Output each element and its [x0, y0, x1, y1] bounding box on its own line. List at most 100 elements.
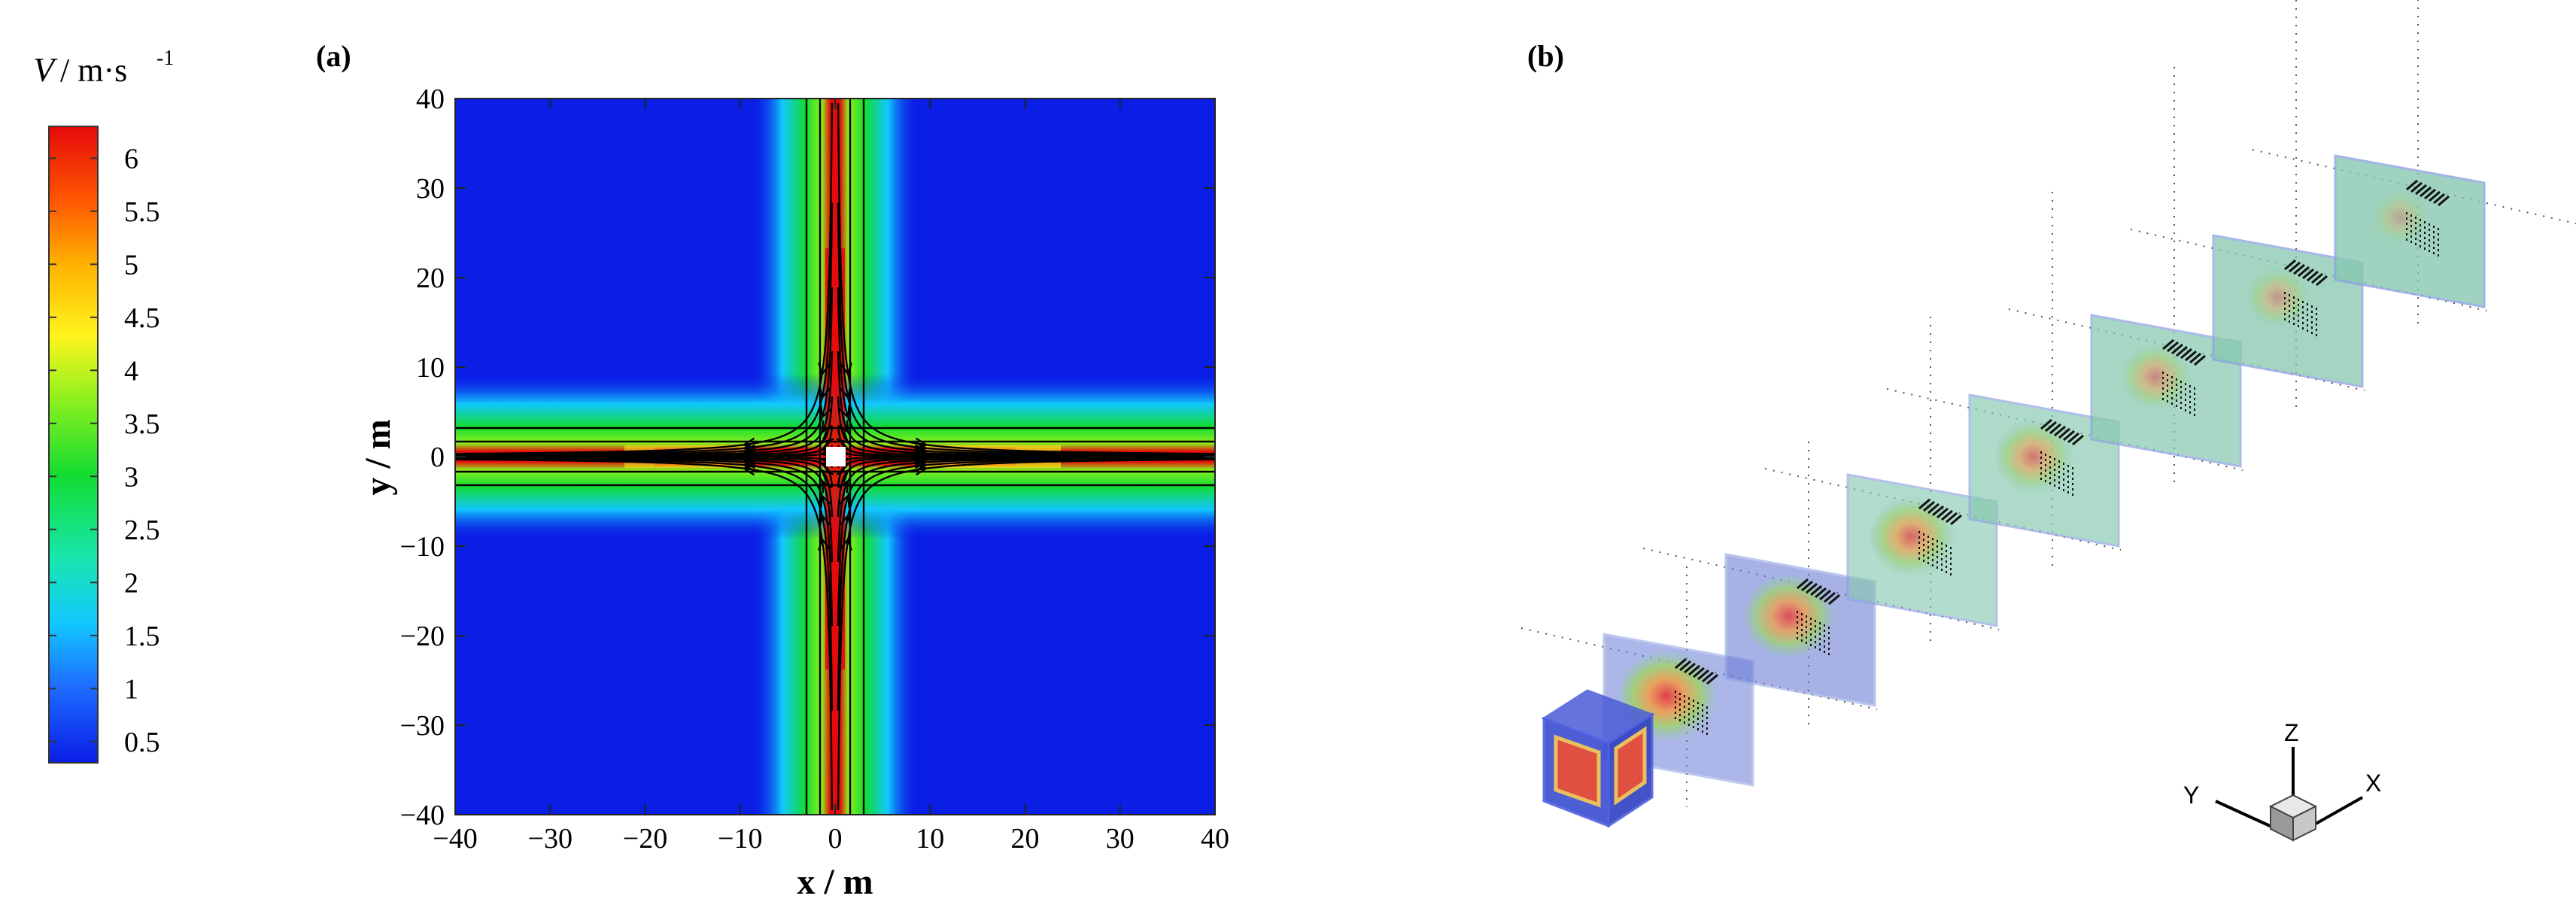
- cube-hot-face-left: [1554, 734, 1601, 808]
- colorbar-tick-label: 4.5: [124, 302, 160, 334]
- axis-triad: Z Y X: [2183, 719, 2381, 842]
- velocity-vector: [2415, 184, 2427, 196]
- y-tick-label: 40: [416, 83, 445, 115]
- streamline: [455, 456, 834, 563]
- streamline-arrow: [838, 493, 850, 509]
- source-square: [826, 447, 846, 466]
- velocity-vector: [2302, 268, 2314, 280]
- streamline-arrow: [742, 454, 756, 467]
- streamline: [837, 202, 1215, 456]
- velocity-vector: [2429, 190, 2441, 202]
- velocity-vector: [1679, 660, 1691, 672]
- x-tick-label: 20: [1011, 823, 1040, 855]
- velocity-vector: [2040, 418, 2052, 430]
- velocity-vector: [2438, 195, 2450, 207]
- x-tick-label: −10: [718, 823, 762, 855]
- velocity-vector: [2433, 193, 2445, 205]
- heatmap-field: [455, 99, 1215, 815]
- colorbar-tick-label: 2.5: [124, 515, 160, 546]
- velocity-vector: [2424, 188, 2436, 200]
- velocity-vector: [2316, 275, 2328, 287]
- velocity-vector: [1950, 514, 1962, 526]
- x-tick-label: 10: [916, 823, 944, 855]
- x-tick-label: −30: [528, 823, 573, 855]
- velocity-vector: [2067, 432, 2079, 444]
- velocity-vector: [1697, 669, 1709, 681]
- colorbar-tick-label: 3.5: [124, 408, 160, 440]
- streamline: [455, 458, 834, 811]
- y-tick-label: 20: [416, 263, 445, 294]
- velocity-vector: [1688, 664, 1700, 676]
- velocity-vector: [1932, 505, 1944, 517]
- y-tick-label: 30: [416, 173, 445, 205]
- colorbar-tick-label: 6: [124, 143, 138, 175]
- x-tick-label: 30: [1106, 823, 1135, 855]
- velocity-vector: [2180, 348, 2192, 360]
- slice-hotspot: [1996, 419, 2079, 494]
- streamline: [837, 458, 1215, 811]
- velocity-vector: [1927, 503, 1940, 515]
- colorbar-gradient: [48, 126, 99, 764]
- velocity-vector: [2162, 339, 2174, 351]
- streamline-arrow: [820, 493, 832, 509]
- streamline-arrow: [914, 454, 928, 467]
- slice-hotspot: [2122, 342, 2197, 411]
- velocity-vector: [1706, 673, 1718, 685]
- y-tick-label: 10: [416, 352, 445, 384]
- streamline: [837, 456, 1215, 563]
- slice-hotspot: [1745, 572, 1842, 660]
- velocity-vector: [2420, 186, 2432, 198]
- x-tick-label: 0: [828, 823, 843, 855]
- streamline-arrow: [836, 469, 850, 482]
- triad-y-label: Y: [2183, 782, 2199, 809]
- velocity-vector: [2185, 350, 2197, 362]
- slice-hotspot: [2373, 189, 2433, 246]
- y-axis-ticks: 40 30 20 10 0 −10 −20 −30 −40: [400, 83, 1215, 831]
- y-tick-label: −20: [400, 621, 445, 652]
- streamline-arrow: [914, 437, 928, 450]
- colorbar-label-exponent: -1: [156, 47, 174, 70]
- velocity-vector: [1937, 507, 1949, 519]
- streamline: [837, 457, 1215, 711]
- velocity-vector: [2054, 425, 2066, 437]
- velocity-vector: [2189, 352, 2201, 364]
- colorbar-ticks: 6 5.5 5 4.5 4 3.5 3 2.5 2 1.5 1 0.5: [49, 143, 160, 758]
- velocity-vector: [2176, 345, 2188, 357]
- velocity-vector: [1675, 657, 1687, 670]
- colorbar: V / m·s -1 6 5.5 5 4.5 4 3.5 3 2.5 2 1.5 1 0.5: [33, 47, 174, 764]
- slice-hotspot: [2247, 266, 2315, 329]
- velocity-vector: [2289, 261, 2301, 273]
- cross-section-slices: [1602, 154, 2486, 787]
- streamline-arrow: [820, 431, 834, 445]
- velocity-vector: [1806, 582, 1818, 594]
- colorbar-tick-label: 4: [124, 355, 138, 387]
- colorbar-tick-label: 1: [124, 673, 138, 705]
- x-tick-label: −40: [433, 823, 477, 855]
- colorbar-label-unit: / m·s: [60, 52, 127, 89]
- velocity-vector: [1819, 589, 1831, 601]
- velocity-vector: [2293, 263, 2305, 275]
- x-axis-ticks: −40 −30 −20 −10 0 10 20 30 40: [433, 99, 1229, 855]
- streamline-arrow: [742, 463, 756, 476]
- velocity-vector: [1941, 509, 1953, 521]
- triad-x-label: X: [2365, 770, 2381, 797]
- source-cube: [1541, 689, 1655, 828]
- streamline-arrow: [820, 405, 832, 420]
- triad-z-label: Z: [2284, 719, 2299, 746]
- velocity-vector: [1693, 666, 1705, 679]
- velocity-vector: [2167, 341, 2179, 353]
- velocity-vector: [2049, 423, 2061, 435]
- streamline: [837, 351, 1215, 457]
- y-axis-label: y / m: [358, 419, 398, 495]
- colorbar-label-var: V: [33, 50, 58, 89]
- velocity-vector: [2045, 421, 2057, 433]
- velocity-vector: [1918, 498, 1930, 510]
- colorbar-tick-label: 5: [124, 249, 138, 281]
- velocity-vector: [1815, 587, 1827, 599]
- streamline: [455, 351, 834, 457]
- x-tick-label: 40: [1201, 823, 1229, 855]
- streamline: [455, 102, 834, 455]
- velocity-vector: [2171, 343, 2183, 355]
- velocity-vector: [2284, 259, 2296, 271]
